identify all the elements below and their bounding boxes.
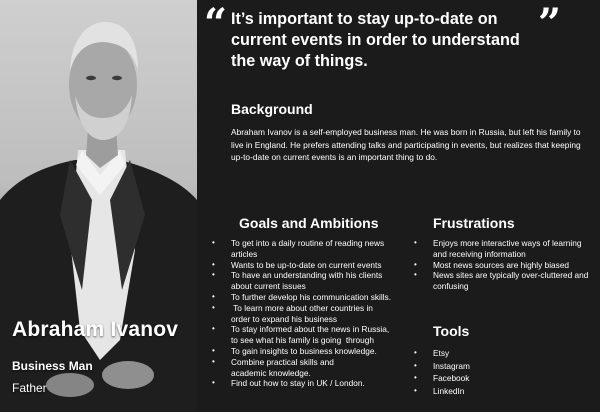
close-quote-icon: ” [538, 0, 562, 47]
goal-item: Combine practical skills and academic kn… [212, 357, 417, 379]
goal-item: To gain insights to business knowledge. [212, 346, 417, 357]
goal-item: To stay informed about the news in Russi… [212, 324, 417, 346]
tool-item-instagram: Instagram [414, 360, 564, 373]
goals-heading: Goals and Ambitions [239, 215, 379, 231]
goal-item: To learn more about other countries in o… [212, 303, 417, 325]
persona-photo-illustration [0, 22, 197, 412]
frustration-item: News sites are typically over-cluttered … [414, 270, 594, 292]
goal-item: Find out how to stay in UK / London. [212, 378, 417, 389]
persona-role: Business Man [12, 359, 93, 373]
frustration-item: Most news sources are highly biased [414, 260, 594, 271]
tools-heading: Tools [433, 323, 470, 339]
goal-item: To have an understanding with his client… [212, 270, 417, 292]
tool-item-etsy: Etsy [414, 347, 564, 360]
persona-quote: It’s important to stay up-to-date on cur… [231, 10, 520, 70]
frustration-item: Enjoys more interactive ways of learning… [414, 238, 594, 260]
tool-item-linkedin: LinkedIn [414, 385, 564, 398]
goal-item: To get into a daily routine of reading n… [212, 238, 417, 260]
goal-item: To further develop his communication ski… [212, 292, 417, 303]
goal-item: Wants to be up-to-date on current events [212, 260, 417, 271]
background-heading: Background [231, 101, 313, 117]
persona-photo: Abraham Ivanov Business Man Father [0, 0, 197, 412]
persona-relation: Father [12, 381, 47, 395]
tools-list: Etsy Instagram Facebook LinkedIn [414, 347, 564, 397]
goals-list: To get into a daily routine of reading n… [212, 238, 417, 389]
frustrations-heading: Frustrations [433, 215, 515, 231]
persona-name: Abraham Ivanov [12, 318, 179, 341]
frustrations-list: Enjoys more interactive ways of learning… [414, 238, 594, 292]
open-quote-icon: “ [204, 0, 228, 47]
tool-item-facebook: Facebook [414, 372, 564, 385]
background-text: Abraham Ivanov is a self-employed busine… [231, 127, 581, 162]
